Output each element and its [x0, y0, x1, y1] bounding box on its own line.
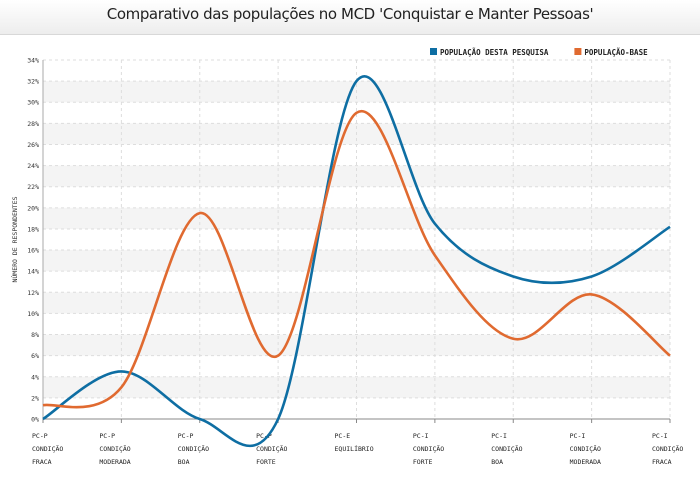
x-tick-label: PC-P CONDIÇÃO FORTE: [256, 432, 287, 466]
chart-title: Comparativo das populações no MCD 'Conqu…: [106, 5, 594, 23]
y-tick-label: 2%: [31, 394, 39, 402]
x-tick-label: PC-P CONDIÇÃO FRACA: [32, 432, 63, 466]
y-tick-label: 6%: [31, 352, 39, 360]
x-tick-label: PC-P CONDIÇÃO MODERADA: [99, 432, 130, 466]
y-tick-label: 32%: [27, 78, 39, 86]
y-tick-label: 28%: [27, 120, 39, 128]
legend-label: POPULAÇÃO-BASE: [584, 48, 648, 57]
y-tick-label: 20%: [27, 204, 39, 212]
legend-swatch: [574, 48, 582, 55]
y-tick-label: 12%: [27, 289, 39, 297]
series-line-1: [42, 75, 671, 448]
series-line-2: [42, 109, 671, 409]
y-tick-label: 22%: [27, 183, 39, 191]
y-tick-label: 18%: [27, 225, 39, 233]
x-tick-label: PC-I CONDIÇÃO MODERADA: [570, 432, 601, 466]
y-tick-label: 34%: [27, 57, 39, 65]
x-tick-label: PC-I CONDIÇÃO FORTE: [413, 432, 444, 466]
x-tick-label: PC-E EQUILÍBRIO: [335, 432, 374, 453]
y-tick-label: 24%: [27, 162, 39, 170]
title-bar: Comparativo das populações no MCD 'Conqu…: [0, 0, 700, 35]
legend: POPULAÇÃO DESTA PESQUISA POPULAÇÃO-BASE: [430, 48, 648, 57]
y-tick-label: 8%: [31, 331, 39, 339]
y-tick-label: 16%: [27, 247, 39, 255]
y-tick-label: 30%: [27, 99, 39, 107]
legend-label: POPULAÇÃO DESTA PESQUISA: [440, 48, 549, 57]
y-tick-label: 10%: [27, 310, 39, 318]
y-tick-label: 26%: [27, 141, 39, 149]
x-tick-label: PC-P CONDIÇÃO BOA: [178, 432, 209, 466]
x-tick-label: PC-I CONDIÇÃO FRACA: [652, 432, 683, 466]
y-tick-label: 0%: [31, 416, 39, 424]
y-tick-label: 14%: [27, 268, 39, 276]
y-axis-label: NÚMERO DE RESPONDENTES: [10, 196, 19, 282]
y-tick-label: 4%: [31, 373, 39, 381]
x-tick-label: PC-I CONDIÇÃO BOA: [491, 432, 522, 466]
legend-swatch: [430, 48, 437, 55]
